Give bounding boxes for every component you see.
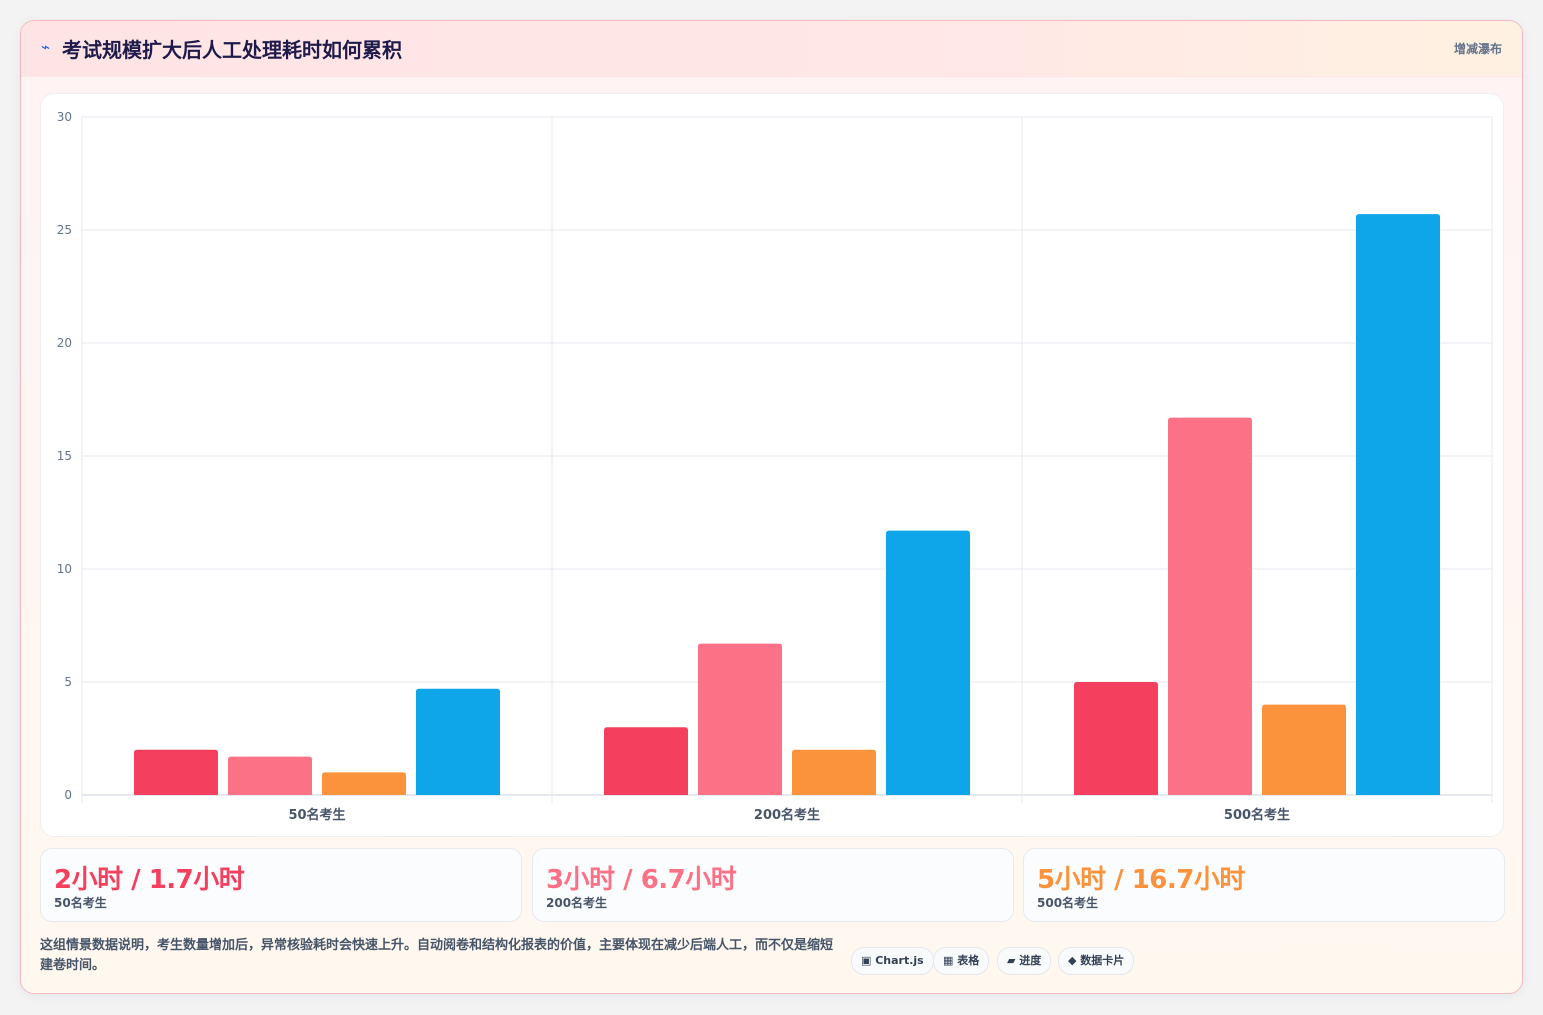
- bar: [604, 727, 688, 795]
- bar: [228, 756, 312, 795]
- x-tick-label: 500名考生: [1224, 807, 1290, 823]
- bar: [1262, 704, 1346, 795]
- chip-data-cards[interactable]: ◆ 数据卡片: [1058, 947, 1135, 975]
- card-header: ⌁ 考试规模扩大后人工处理耗时如何累积 增减瀑布: [21, 21, 1522, 77]
- bar: [886, 530, 970, 795]
- stat-value: 2小时 / 1.7小时: [54, 865, 245, 895]
- stat-label: 50名考生: [54, 896, 107, 910]
- bar: [1074, 682, 1158, 795]
- stat-card-500: 5小时 / 16.7小时 500名考生: [1023, 848, 1505, 922]
- stat-label: 500名考生: [1037, 896, 1099, 910]
- y-tick-label: 25: [57, 223, 72, 237]
- x-tick-label: 200名考生: [754, 807, 820, 823]
- bar: [322, 772, 406, 795]
- bar: [1168, 417, 1252, 795]
- chip-table[interactable]: ▦ 表格: [933, 947, 990, 975]
- bar: [416, 688, 500, 795]
- y-tick-label: 20: [57, 336, 72, 350]
- bar: [792, 749, 876, 795]
- bar: [134, 749, 218, 795]
- bar: [698, 643, 782, 795]
- y-tick-label: 0: [64, 788, 72, 802]
- chart-card: ⌁ 考试规模扩大后人工处理耗时如何累积 增减瀑布 0 5 10 15 20 25 30 50名…: [20, 20, 1523, 994]
- chart-type-badge: 增减瀑布: [1453, 42, 1502, 56]
- stat-card-50: 2小时 / 1.7小时 50名考生: [40, 848, 522, 922]
- chip-progress[interactable]: ▰ 进度: [997, 947, 1052, 975]
- y-tick-label: 10: [57, 562, 72, 576]
- y-tick-label: 30: [57, 110, 72, 124]
- stat-value: 5小时 / 16.7小时: [1037, 865, 1245, 895]
- lightning-icon: ⌁: [41, 38, 51, 56]
- chart-panel: 0 5 10 15 20 25 30 50名考生 200名考生 500名考生: [40, 93, 1504, 837]
- bar: [1356, 214, 1440, 795]
- stat-value: 3小时 / 6.7小时: [546, 865, 737, 895]
- card-title: 考试规模扩大后人工处理耗时如何累积: [62, 38, 402, 62]
- bar-chart: 0 5 10 15 20 25 30 50名考生 200名考生 500名考生: [57, 110, 1493, 823]
- stat-label: 200名考生: [546, 896, 608, 910]
- footnote: 这组情景数据说明，考生数量增加后，异常核验耗时会快速上升。自动阅卷和结构化报表的…: [40, 938, 834, 973]
- chip-chartjs[interactable]: ▣ Chart.js: [851, 947, 934, 975]
- y-tick-label: 15: [57, 449, 72, 463]
- y-tick-label: 5: [64, 675, 72, 689]
- x-tick-label: 50名考生: [288, 807, 345, 823]
- stat-card-200: 3小时 / 6.7小时 200名考生: [532, 848, 1014, 922]
